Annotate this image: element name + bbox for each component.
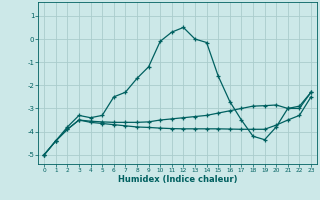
X-axis label: Humidex (Indice chaleur): Humidex (Indice chaleur) xyxy=(118,175,237,184)
